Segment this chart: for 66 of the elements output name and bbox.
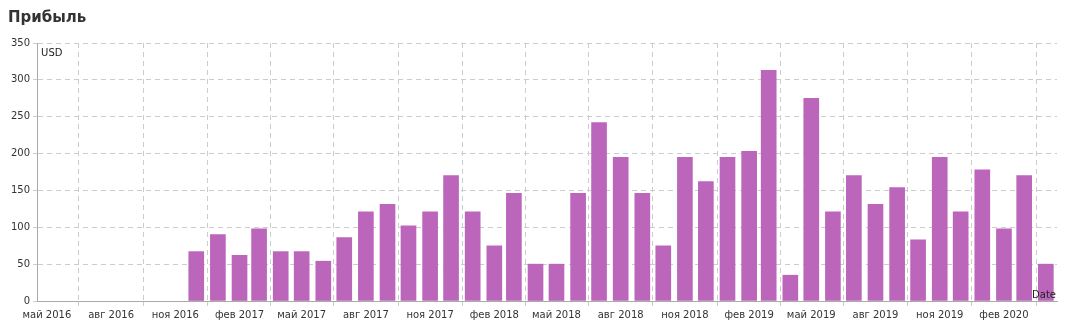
bar bbox=[634, 193, 651, 301]
bar bbox=[400, 225, 417, 301]
bar bbox=[379, 204, 396, 301]
bar bbox=[422, 211, 438, 301]
x-tick-label: авг 2016 bbox=[88, 308, 135, 320]
bar bbox=[760, 69, 777, 301]
bar bbox=[1016, 175, 1033, 301]
x-tick-label: фев 2018 bbox=[469, 308, 519, 320]
bar bbox=[698, 181, 714, 301]
x-tick-label: фев 2019 bbox=[724, 308, 774, 320]
x-tick-label: май 2017 bbox=[277, 308, 327, 320]
x-tick-label: май 2016 bbox=[22, 308, 72, 320]
bar bbox=[846, 175, 862, 301]
bar bbox=[825, 211, 841, 301]
bar bbox=[188, 251, 205, 301]
x-tick-label: авг 2017 bbox=[342, 308, 389, 320]
x-tick-label: ноя 2016 bbox=[151, 308, 199, 320]
bar bbox=[527, 263, 544, 301]
bar bbox=[336, 237, 353, 301]
x-tick-label: ноя 2017 bbox=[406, 308, 454, 320]
bar bbox=[293, 251, 310, 301]
y-tick-label: 100 bbox=[10, 220, 31, 232]
bar bbox=[443, 175, 459, 301]
bar bbox=[952, 211, 969, 301]
x-tick-label: фев 2020 bbox=[979, 308, 1029, 320]
bar bbox=[677, 156, 693, 301]
y-tick-label: 250 bbox=[10, 110, 31, 122]
bar bbox=[974, 169, 991, 301]
y-tick-label: 50 bbox=[17, 257, 31, 269]
x-tick-label: авг 2018 bbox=[597, 308, 644, 320]
bar bbox=[486, 245, 503, 301]
x-tick-label: май 2018 bbox=[532, 308, 581, 320]
chart-title: Прибыль bbox=[8, 8, 88, 26]
bar bbox=[655, 245, 672, 301]
bar bbox=[464, 211, 481, 301]
bar bbox=[548, 263, 565, 301]
x-tick-label: фев 2017 bbox=[214, 308, 265, 320]
bar bbox=[719, 156, 736, 301]
y-tick-label: 200 bbox=[10, 147, 31, 159]
bar bbox=[231, 254, 248, 301]
bar bbox=[889, 187, 905, 301]
x-tick-label: авг 2019 bbox=[852, 308, 899, 320]
x-tick-label: ноя 2019 bbox=[916, 308, 964, 320]
y-tick-label: 150 bbox=[10, 184, 31, 196]
x-tick-label: ноя 2018 bbox=[661, 308, 709, 320]
bar bbox=[358, 211, 374, 301]
y-tick-label: 300 bbox=[10, 73, 31, 85]
bar bbox=[570, 193, 586, 301]
bar bbox=[506, 193, 522, 301]
y-axis-title: USD bbox=[41, 46, 63, 58]
bar bbox=[272, 251, 289, 301]
bar bbox=[782, 274, 799, 301]
bar bbox=[741, 151, 757, 301]
bar bbox=[931, 156, 948, 301]
bar bbox=[803, 97, 820, 301]
bar bbox=[612, 156, 629, 301]
bar bbox=[591, 122, 607, 301]
bar bbox=[210, 234, 226, 301]
bar bbox=[910, 239, 926, 301]
x-tick-label: май 2019 bbox=[786, 308, 836, 320]
bar bbox=[996, 228, 1012, 301]
bar bbox=[867, 204, 884, 301]
bar bbox=[315, 260, 332, 301]
y-tick-label: 0 bbox=[23, 294, 31, 306]
bar bbox=[251, 228, 267, 301]
y-tick-label: 350 bbox=[10, 36, 31, 48]
